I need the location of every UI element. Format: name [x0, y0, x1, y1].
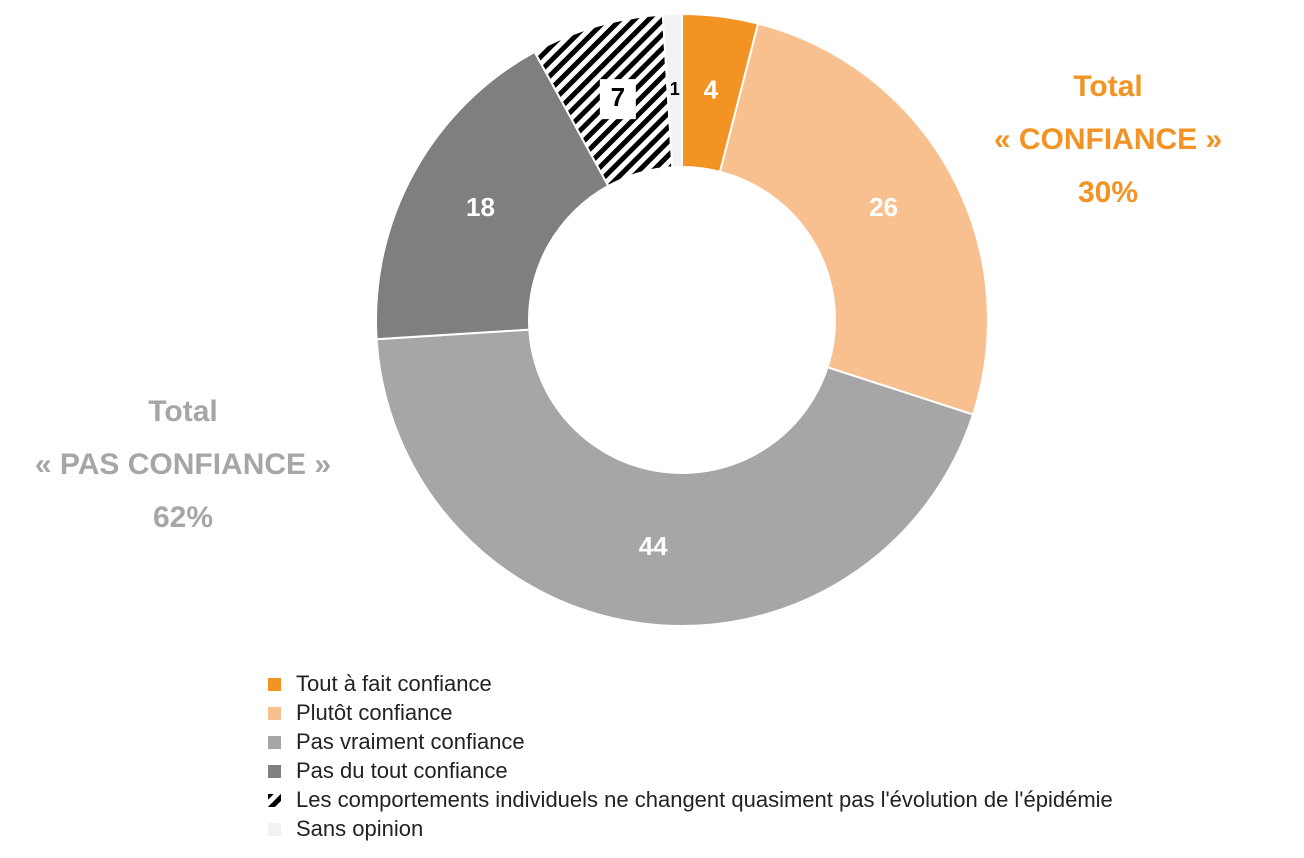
legend-label: Pas du tout confiance	[296, 758, 508, 783]
legend-label: Sans opinion	[296, 816, 423, 841]
legend-label: Tout à fait confiance	[296, 671, 492, 696]
annotation: 62%	[153, 501, 213, 534]
annotation: Total	[1073, 70, 1142, 103]
donut-slice	[661, 12, 683, 169]
legend-label: Les comportements individuels ne changen…	[296, 787, 1113, 812]
legend-marker	[268, 823, 281, 836]
data-label: 18	[466, 192, 495, 222]
annotation: 30%	[1078, 176, 1138, 209]
donut-slice	[375, 328, 975, 627]
annotation: « PAS CONFIANCE »	[35, 448, 331, 481]
donut-slice	[718, 22, 989, 416]
annotation: « CONFIANCE »	[994, 123, 1222, 156]
data-label: 44	[639, 531, 668, 561]
legend-label: Pas vraiment confiance	[296, 729, 525, 754]
legend-marker	[268, 765, 281, 778]
legend-marker	[268, 736, 281, 749]
data-label: 26	[869, 192, 898, 222]
label-background	[599, 79, 636, 120]
legend-marker	[268, 678, 281, 691]
data-label: 7	[611, 82, 625, 112]
legend-marker	[268, 707, 281, 720]
legend-label: Plutôt confiance	[296, 700, 453, 725]
legend-marker	[268, 794, 281, 807]
data-label: 4	[704, 75, 719, 105]
donut-slice	[375, 50, 610, 341]
annotation: Total	[148, 395, 217, 428]
data-label: 1	[670, 79, 680, 99]
